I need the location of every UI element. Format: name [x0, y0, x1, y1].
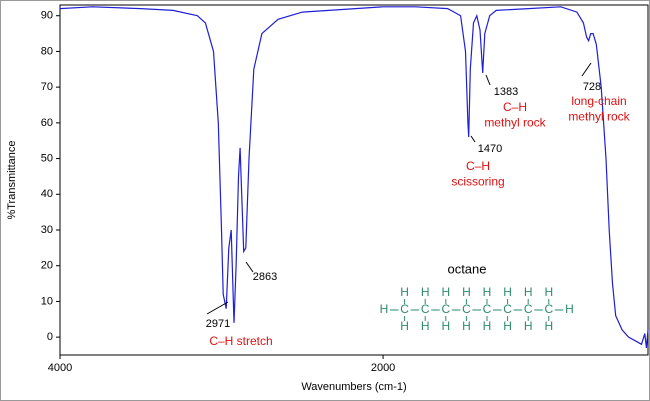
- x-tick-label: 4000: [48, 362, 72, 374]
- y-tick-label: 80: [41, 45, 53, 57]
- atom: H: [441, 319, 450, 333]
- peak-note: C–H stretch: [209, 334, 272, 348]
- y-tick-label: 20: [41, 260, 53, 272]
- peak-label: 728: [583, 81, 601, 93]
- y-tick-label: 90: [41, 10, 53, 22]
- atom: H: [441, 285, 450, 299]
- atom: H: [462, 285, 471, 299]
- leader-line: [470, 135, 476, 143]
- atom: H: [400, 285, 409, 299]
- atom: H: [544, 319, 553, 333]
- peak-note: C–H: [503, 100, 527, 114]
- peak-note: C–H: [466, 159, 490, 173]
- plot-area: [59, 4, 649, 356]
- peak-note: methyl rock: [484, 116, 546, 130]
- peak-label: 1383: [494, 86, 518, 98]
- x-axis-label: Wavenumbers (cm-1): [301, 381, 406, 393]
- leader-line: [245, 261, 254, 273]
- atom: H: [524, 319, 533, 333]
- atom: H: [462, 319, 471, 333]
- atom: C: [544, 302, 553, 316]
- atom: C: [441, 302, 450, 316]
- y-tick-label: 10: [41, 295, 53, 307]
- peak-label: 2863: [253, 271, 277, 283]
- atom: H: [483, 285, 492, 299]
- leader-line: [581, 62, 592, 77]
- molecule-title: octane: [447, 261, 486, 276]
- atom: H: [421, 285, 430, 299]
- atom: C: [503, 302, 512, 316]
- atom: C: [421, 302, 430, 316]
- atom: H: [400, 319, 409, 333]
- peak-label: 1470: [478, 143, 502, 155]
- leader-line: [206, 301, 229, 315]
- y-tick-label: 60: [41, 117, 53, 129]
- spectrum-line: [59, 6, 649, 348]
- atom: C: [400, 302, 409, 316]
- atom: H: [380, 302, 389, 316]
- y-tick-label: 30: [41, 224, 53, 236]
- atom: H: [524, 285, 533, 299]
- atom: C: [483, 302, 492, 316]
- leader-line: [485, 74, 491, 86]
- atom: C: [524, 302, 533, 316]
- y-axis-label: %Transmittance: [6, 140, 18, 219]
- x-tick-label: 2000: [371, 362, 395, 374]
- peak-note: methyl rock: [568, 110, 630, 124]
- y-tick-label: 70: [41, 81, 53, 93]
- peak-note: long-chain: [571, 94, 626, 108]
- atom: H: [503, 285, 512, 299]
- atom: C: [462, 302, 471, 316]
- y-tick-label: 0: [47, 331, 53, 343]
- peak-label: 2971: [206, 318, 230, 330]
- atom: H: [421, 319, 430, 333]
- atom: H: [544, 285, 553, 299]
- y-tick-label: 50: [41, 152, 53, 164]
- atom: H: [565, 302, 574, 316]
- atom: H: [503, 319, 512, 333]
- atom: H: [483, 319, 492, 333]
- y-tick-label: 40: [41, 188, 53, 200]
- peak-note: scissoring: [451, 175, 504, 189]
